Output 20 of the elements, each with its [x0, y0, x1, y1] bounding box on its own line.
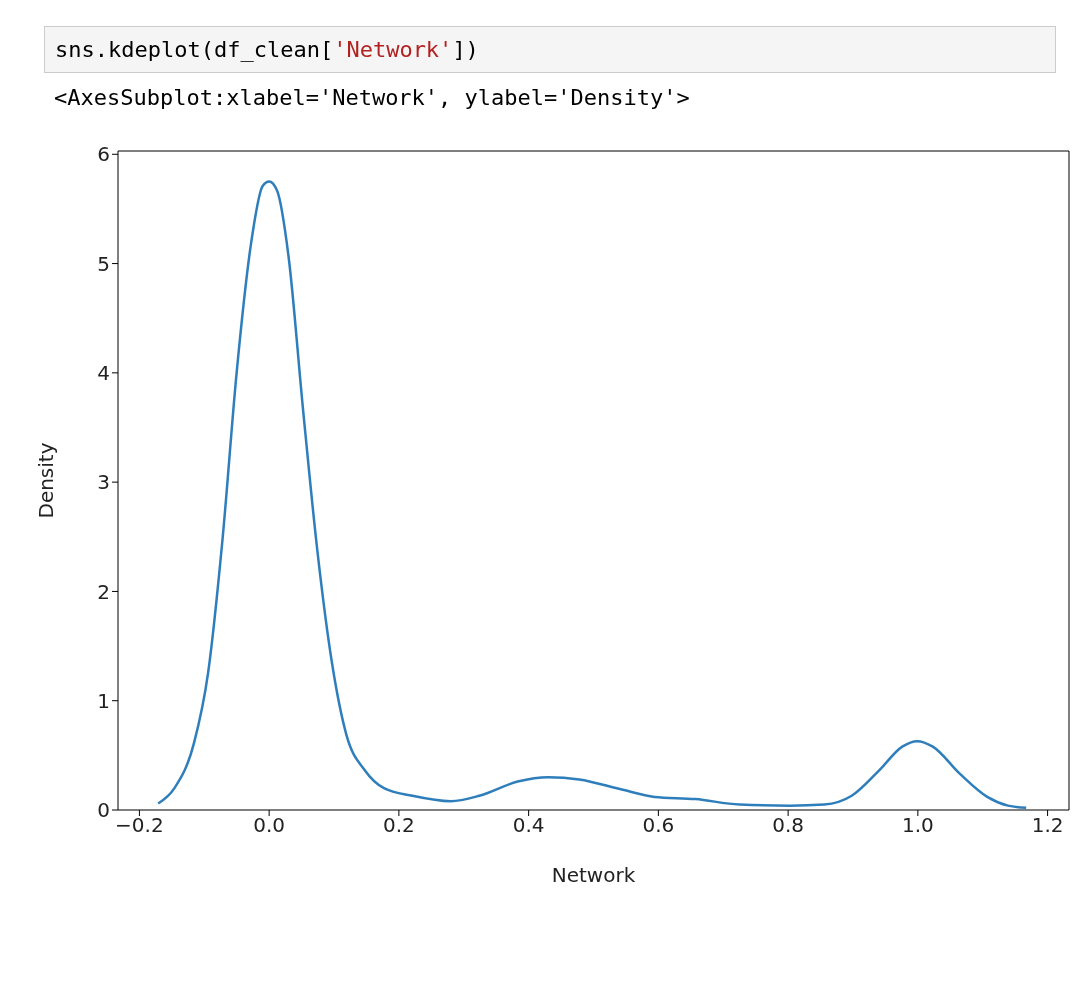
y-tick-label: 2	[97, 579, 110, 604]
y-tick-label: 4	[97, 360, 110, 385]
y-tick-label: 0	[97, 798, 110, 823]
x-tick-label: 0.8	[772, 813, 805, 838]
x-tick-label: 1.0	[901, 813, 934, 838]
text: <AxesSubplot:xlabel='Network', ylabel='Density'>	[54, 85, 691, 110]
x-tick-label: 1.2	[1031, 813, 1064, 838]
y-tick-label: 5	[97, 251, 110, 276]
y-axis-title: Density	[34, 442, 59, 519]
line-series	[156, 180, 1028, 810]
x-tick-label: 0.6	[642, 813, 675, 838]
x-tick-label: −0.2	[115, 813, 164, 838]
y-tick-label: 1	[97, 688, 110, 713]
y-tick-label: 3	[97, 470, 110, 495]
text: sns.kdeplot(df_clean['Network'])	[55, 37, 479, 62]
x-axis-title: Network	[551, 863, 636, 887]
y-tick-label: 6	[97, 142, 110, 167]
x-tick-label: 0.4	[512, 813, 545, 838]
x-tick-label: 0.0	[253, 813, 286, 838]
x-tick-label: 0.2	[382, 813, 415, 838]
